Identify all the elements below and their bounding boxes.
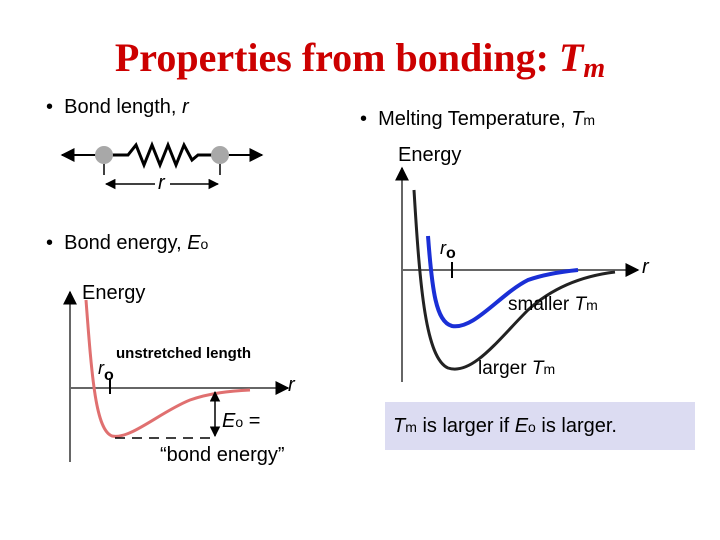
bond-energy-bullet: • Bond energy, Eo xyxy=(46,232,209,254)
smaller-tm-curve xyxy=(426,235,579,329)
atom-left xyxy=(95,146,113,164)
title-text: Properties from bonding: xyxy=(114,35,559,80)
melting-temperature-bullet: • Melting Temperature, Tm xyxy=(360,108,596,130)
title-tm-symbol: Tm xyxy=(558,35,606,84)
spring-zigzag xyxy=(104,140,220,170)
page-title: Properties from bonding: Tm xyxy=(0,34,720,85)
bond-length-dim-label: r xyxy=(158,172,165,194)
right-plot-ylabel: Energy xyxy=(398,144,462,166)
smaller-tm-label: smaller Tm xyxy=(508,294,598,315)
left-r-axis-label: r xyxy=(288,374,295,396)
larger-tm-label: larger Tm xyxy=(478,358,556,379)
bond-length-bullet: • Bond length, r xyxy=(46,96,189,118)
left-plot-ylabel: Energy xyxy=(82,282,146,304)
left-energy-plot xyxy=(63,290,290,462)
atom-right xyxy=(211,146,229,164)
right-r-axis-label: r xyxy=(642,256,649,278)
conclusion-box: Tm is larger if Eo is larger. xyxy=(385,402,695,450)
larger-tm-curve xyxy=(412,189,616,371)
unstretched-length-label: unstretched length xyxy=(116,345,252,362)
right-energy-plot xyxy=(395,166,640,382)
right-ro-label: ro xyxy=(440,238,456,262)
eo-equals-label: Eo = xyxy=(222,410,261,432)
spring-diagram xyxy=(60,140,264,190)
bond-energy-quote: “bond energy” xyxy=(160,444,285,466)
left-ro-label: ro xyxy=(98,358,114,384)
